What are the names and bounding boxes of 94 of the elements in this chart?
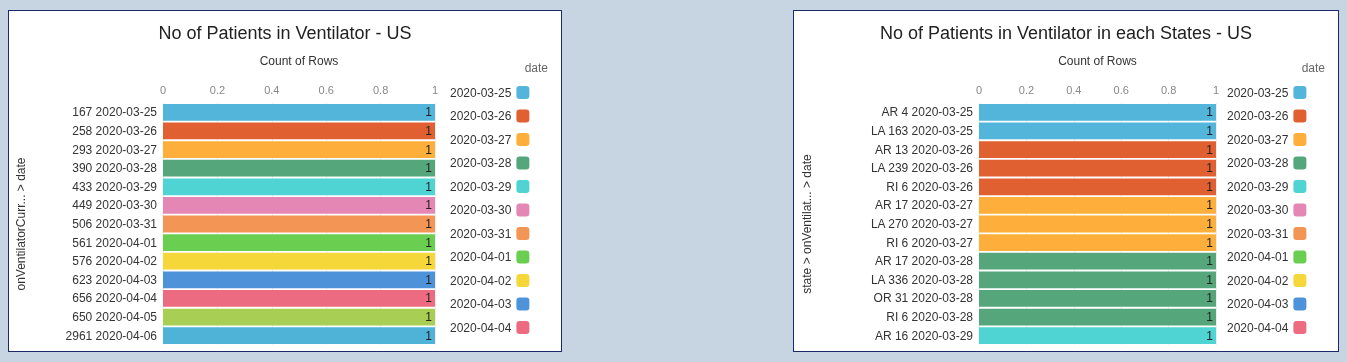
- y-tick-label: RI 6 2020-03-26: [886, 179, 974, 194]
- y-tick-label: 433 2020-03-29: [72, 179, 158, 194]
- legend-label: 2020-04-02: [449, 273, 512, 288]
- x-tick-label: 0.6: [318, 83, 334, 96]
- legend-title: date: [524, 61, 549, 75]
- legend-label: 2020-03-25: [1226, 85, 1289, 100]
- y-tick-label: AR 13 2020-03-26: [874, 142, 974, 157]
- data-label: 1: [1206, 310, 1214, 325]
- data-label: 1: [1206, 198, 1214, 213]
- x-tick-label: 0.2: [209, 83, 226, 96]
- y-tick-label: 258 2020-03-26: [72, 123, 158, 138]
- legend-label: 2020-04-03: [1226, 297, 1289, 311]
- x-tick-label: 1: [1212, 83, 1220, 96]
- data-label: 1: [1206, 235, 1214, 250]
- x-tick-label: 0.6: [1113, 83, 1129, 96]
- legend-label: 2020-03-30: [449, 203, 512, 217]
- data-label: 1: [1206, 272, 1214, 287]
- y-tick-label: RI 6 2020-03-28: [886, 310, 974, 325]
- y-tick-label: 449 2020-03-30: [72, 198, 158, 213]
- legend-label: 2020-04-01: [449, 250, 512, 264]
- legend-label: 2020-03-29: [449, 179, 512, 194]
- data-label: 1: [425, 105, 433, 120]
- legend-label: 2020-03-26: [449, 109, 512, 123]
- data-label: 1: [425, 291, 433, 306]
- legend-label: 2020-03-28: [449, 156, 512, 170]
- y-tick-label: LA 336 2020-03-28: [870, 272, 974, 287]
- x-tick-label: 0.2: [1018, 83, 1035, 96]
- x-tick-label: 0.4: [264, 83, 280, 96]
- y-tick-label: LA 163 2020-03-25: [870, 123, 974, 138]
- y-tick-label: 561 2020-04-01: [72, 235, 158, 250]
- y-tick-label: 650 2020-04-05: [72, 310, 158, 325]
- y-tick-label: LA 270 2020-03-27: [870, 217, 974, 231]
- data-label: 1: [425, 310, 433, 325]
- data-label: 1: [1206, 123, 1214, 138]
- data-label: 1: [425, 254, 433, 269]
- y-tick-label: LA 239 2020-03-26: [870, 161, 974, 176]
- legend-label: 2020-04-04: [1226, 320, 1289, 335]
- legend-label: 2020-03-26: [1226, 109, 1289, 123]
- x-tick-label: 0.4: [1066, 83, 1082, 96]
- y-tick-label: 656 2020-04-04: [72, 291, 158, 306]
- x-tick-label: 1: [431, 83, 439, 96]
- y-tick-label: AR 4 2020-03-25: [881, 105, 974, 120]
- y-axis-title: state > onVentilat... > date: [800, 153, 814, 294]
- y-tick-label: 623 2020-04-03: [72, 272, 158, 287]
- data-label: 1: [425, 272, 433, 287]
- y-tick-label: 576 2020-04-02: [72, 254, 158, 269]
- legend-label: 2020-03-31: [449, 226, 512, 241]
- data-label: 1: [425, 328, 433, 343]
- y-tick-label: 506 2020-03-31: [72, 217, 158, 231]
- y-tick-label: RI 6 2020-03-27: [886, 235, 974, 250]
- data-label: 1: [425, 161, 433, 176]
- legend-label: 2020-04-04: [449, 320, 512, 335]
- y-tick-label: 390 2020-03-28: [72, 161, 158, 176]
- legend-label: 2020-03-29: [1226, 179, 1289, 194]
- x-tick-label: 0.8: [1160, 83, 1177, 96]
- data-label: 1: [425, 235, 433, 250]
- legend-label: 2020-03-28: [1226, 156, 1289, 170]
- chart-title: No of Patients in Ventilator in each States - US: [879, 23, 1253, 43]
- x-tick-label: 0.8: [372, 83, 389, 96]
- legend-label: 2020-03-31: [1226, 226, 1289, 241]
- data-label: 1: [425, 142, 433, 157]
- data-label: 1: [1206, 254, 1214, 269]
- x-axis-title: Count of Rows: [1058, 54, 1137, 68]
- y-tick-label: AR 16 2020-03-29: [874, 328, 974, 343]
- data-label: 1: [1206, 217, 1214, 231]
- legend-label: 2020-04-01: [1226, 250, 1289, 264]
- legend-label: 2020-03-25: [449, 85, 512, 100]
- data-label: 1: [1206, 105, 1214, 120]
- data-label: 1: [1206, 179, 1214, 194]
- data-label: 1: [1206, 291, 1214, 306]
- legend-title: date: [1301, 61, 1326, 75]
- legend-label: 2020-03-27: [449, 132, 512, 147]
- legend-label: 2020-04-03: [449, 297, 512, 311]
- y-tick-label: AR 17 2020-03-27: [874, 198, 974, 213]
- legend-label: 2020-03-27: [1226, 132, 1289, 147]
- data-label: 1: [1206, 142, 1214, 157]
- data-label: 1: [1206, 328, 1214, 343]
- x-tick-label: 0: [159, 83, 167, 96]
- chart-title: No of Patients in Ventilator - US: [158, 23, 412, 43]
- y-tick-label: 167 2020-03-25: [72, 105, 158, 120]
- data-label: 1: [1206, 161, 1214, 176]
- y-axis-title: onVentilatorCurr... > date: [14, 157, 28, 291]
- x-axis-title: Count of Rows: [259, 54, 339, 68]
- data-label: 1: [425, 179, 433, 194]
- y-tick-label: AR 17 2020-03-28: [874, 254, 974, 269]
- data-label: 1: [425, 123, 433, 138]
- legend-label: 2020-04-02: [1226, 273, 1289, 288]
- x-tick-label: 0: [975, 83, 983, 96]
- legend-label: 2020-03-30: [1226, 203, 1289, 217]
- y-tick-label: 293 2020-03-27: [72, 142, 158, 157]
- y-tick-label: 2961 2020-04-06: [65, 328, 158, 343]
- data-label: 1: [425, 217, 433, 231]
- y-tick-label: OR 31 2020-03-28: [873, 291, 974, 306]
- data-label: 1: [425, 198, 433, 213]
